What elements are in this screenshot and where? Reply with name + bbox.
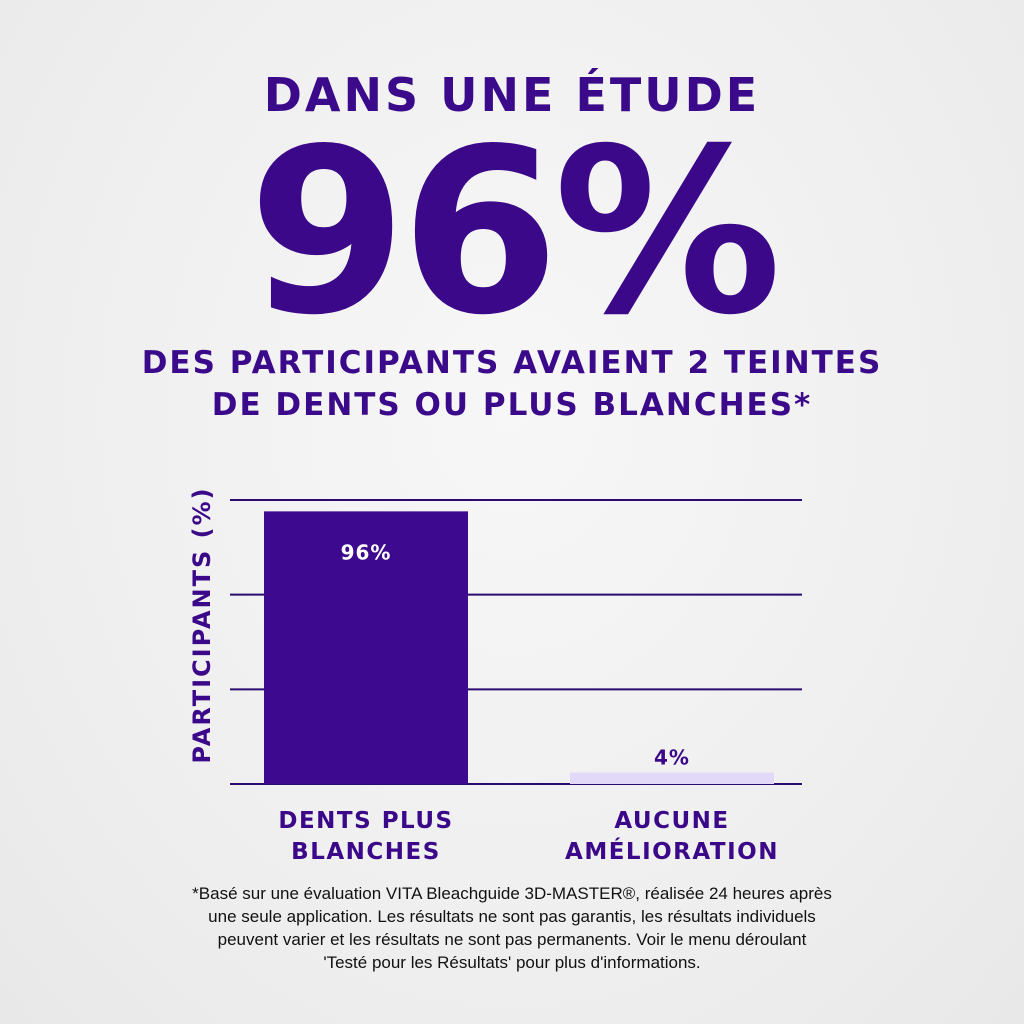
subheading-line-1: DES PARTICIPANTS AVAIENT 2 TEINTES: [141, 345, 883, 381]
category-label-0-line-1: DENTS PLUS: [278, 808, 453, 834]
big-stat: 96%: [248, 99, 782, 365]
category-label-1-line-1: AUCUNE: [614, 808, 729, 834]
bar-value-label-0: 96%: [341, 540, 392, 564]
subheading-line-2: DE DENTS OU PLUS BLANCHES*: [211, 387, 813, 423]
subheading: DES PARTICIPANTS AVAIENT 2 TEINTES DE DE…: [0, 342, 1024, 426]
bar-value-label-1: 4%: [654, 746, 690, 770]
study-heading: DANS UNE ÉTUDE: [263, 68, 761, 122]
category-label-0-line-2: BLANCHES: [291, 839, 441, 865]
footnote-line-1: *Basé sur une évaluation VITA Bleachguid…: [192, 884, 832, 903]
bar-1: [570, 772, 774, 784]
chart-bars: [264, 511, 774, 784]
footnote-line-2: une seule application. Les résultats ne …: [208, 907, 816, 926]
chart-labels: 96% DENTS PLUS BLANCHES 4% AUCUNE AMÉLIORATIO…: [278, 540, 779, 865]
bar-0: [264, 511, 468, 784]
category-label-1-line-2: AMÉLIORATION: [565, 837, 779, 865]
footnote-line-4: 'Testé pour les Résultats' pour plus d'i…: [323, 953, 701, 972]
footnote-line-3: peuvent varier et les résultats ne sont …: [217, 930, 807, 949]
y-axis-label: PARTICIPANTS (%): [188, 486, 216, 763]
footnote: *Basé sur une évaluation VITA Bleachguid…: [112, 882, 912, 974]
